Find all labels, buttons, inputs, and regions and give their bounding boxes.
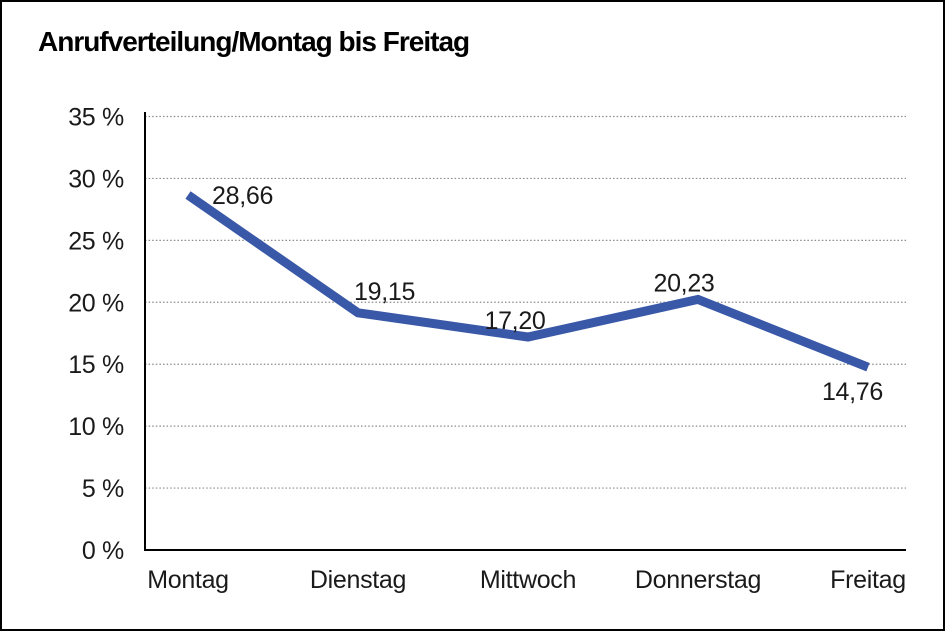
- x-axis-category-label: Mittwoch: [480, 566, 576, 594]
- x-axis-category-label: Donnerstag: [635, 566, 761, 594]
- data-point-label: 28,66: [212, 182, 273, 210]
- data-point-label: 20,23: [653, 269, 714, 297]
- y-axis-tick-label: 5 %: [82, 475, 124, 503]
- y-axis-tick-label: 15 %: [68, 351, 124, 379]
- data-point-label: 19,15: [354, 278, 415, 306]
- data-series-line: [185, 191, 870, 372]
- y-axis-tick-label: 25 %: [68, 227, 124, 255]
- y-axis-tick-label: 30 %: [68, 165, 124, 193]
- chart-title: Anrufverteilung/Montag bis Freitag: [38, 26, 470, 57]
- data-point-label: 14,76: [822, 378, 883, 406]
- x-axis-category-label: Montag: [147, 566, 229, 594]
- y-axis-tick-label: 20 %: [68, 289, 124, 317]
- y-axis-tick-label: 0 %: [82, 537, 124, 565]
- y-axis-tick-label: 35 %: [68, 104, 124, 132]
- x-axis-category-label: Dienstag: [310, 566, 406, 594]
- x-axis-category-label: Freitag: [830, 566, 906, 594]
- y-axis-tick-label: 10 %: [68, 413, 124, 441]
- data-point-label: 17,20: [484, 307, 545, 335]
